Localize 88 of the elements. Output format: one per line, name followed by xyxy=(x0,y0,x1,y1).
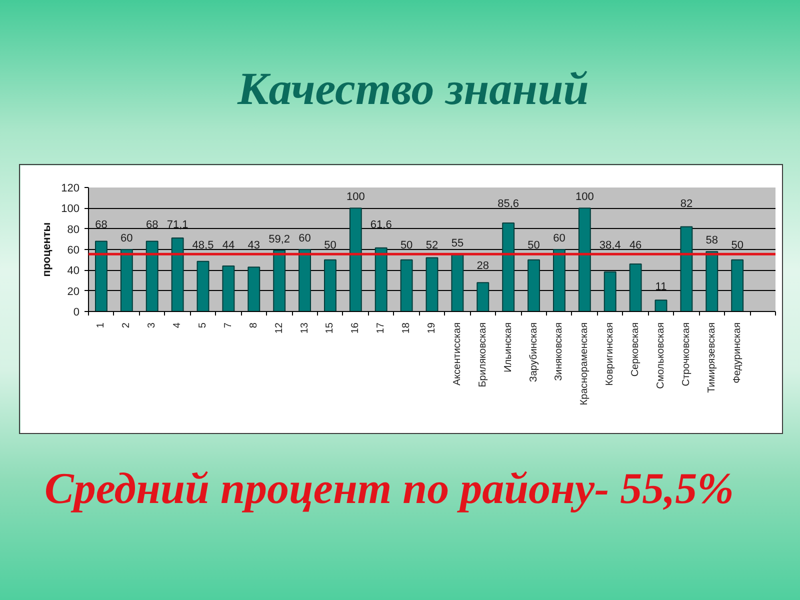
x-tick-label: Строчковская xyxy=(680,322,692,386)
x-tick-label: 1 xyxy=(96,322,107,328)
x-tick-label: 2 xyxy=(121,322,132,328)
x-tick-label: 12 xyxy=(274,322,285,334)
x-tick-label: 17 xyxy=(376,322,387,334)
data-label: 60 xyxy=(553,232,566,244)
data-label: 43 xyxy=(248,240,260,252)
x-tick-label: Федуринская xyxy=(732,322,743,384)
bar xyxy=(400,259,413,312)
x-tick-label: 7 xyxy=(222,322,234,328)
bar xyxy=(171,238,184,312)
bar xyxy=(222,266,235,312)
x-tick-label: 19 xyxy=(426,322,438,334)
bar xyxy=(349,208,362,312)
x-tick-label: 5 xyxy=(198,322,208,328)
y-tick-label: 100 xyxy=(61,203,80,216)
y-tick-label: 120 xyxy=(61,182,80,194)
data-label: 68 xyxy=(146,218,158,231)
data-label: 71,1 xyxy=(166,218,188,231)
x-tick-label: 15 xyxy=(324,322,336,334)
bar xyxy=(528,259,540,312)
data-label: 68 xyxy=(95,218,108,231)
data-label: 60 xyxy=(298,232,311,244)
x-tick-label: Аксентисская xyxy=(452,322,463,386)
data-label: 59,2 xyxy=(268,233,290,246)
bar xyxy=(273,250,286,312)
bar xyxy=(604,271,616,312)
bar xyxy=(324,259,336,312)
x-tick-label: Зарубинская xyxy=(528,322,540,382)
data-label: 50 xyxy=(324,240,336,252)
y-axis-title: проценты xyxy=(41,222,54,277)
chart-title: Качество знаний xyxy=(236,63,589,114)
x-tick-label: Ильинская xyxy=(502,322,514,372)
bar xyxy=(146,240,158,312)
bar xyxy=(94,240,108,312)
text: Средний процент по району- 55,5% xyxy=(44,464,734,513)
bar xyxy=(248,266,260,312)
y-tick-label: 0 xyxy=(73,306,80,318)
x-tick-label: 3 xyxy=(146,322,158,328)
data-label: 44 xyxy=(222,240,235,252)
bar xyxy=(451,254,464,312)
x-tick-label: 18 xyxy=(401,322,412,334)
x-tick-label: Смольковская xyxy=(656,322,666,389)
bar xyxy=(476,282,490,312)
bar xyxy=(731,259,744,312)
data-label: 100 xyxy=(575,191,594,204)
bar xyxy=(578,208,591,312)
data-label: 58 xyxy=(706,234,718,247)
data-label: 52 xyxy=(426,240,438,252)
bar xyxy=(196,260,210,312)
data-label: 28 xyxy=(476,260,490,272)
x-tick-label: 4 xyxy=(172,322,184,328)
y-tick-label: 20 xyxy=(67,286,80,298)
x-tick-label: Серковская xyxy=(630,322,642,377)
data-label: 50 xyxy=(731,240,744,252)
x-tick-label: 16 xyxy=(350,322,362,334)
data-label: 82 xyxy=(680,198,693,210)
bar xyxy=(629,263,642,312)
x-tick-label: Тимирязевская xyxy=(706,322,718,393)
bar xyxy=(654,300,668,312)
bar xyxy=(680,226,693,312)
bar xyxy=(120,249,133,312)
x-tick-label: Ковригинская xyxy=(604,322,616,386)
data-label: 38,4 xyxy=(599,240,621,252)
x-tick-label: Бриляковская xyxy=(477,322,488,388)
bar xyxy=(502,222,515,312)
bar xyxy=(706,251,718,312)
bar xyxy=(426,257,438,312)
x-tick-label: 8 xyxy=(248,322,260,328)
x-tick-label: Краснораменская xyxy=(579,322,590,406)
data-label: 61,6 xyxy=(370,218,392,231)
data-label: 48,5 xyxy=(192,240,214,252)
bar xyxy=(552,249,566,312)
data-label: 50 xyxy=(528,240,540,252)
y-tick-label: 60 xyxy=(67,244,80,256)
data-label: 60 xyxy=(120,232,133,244)
x-tick-label: Зиняковская xyxy=(554,322,565,381)
bar xyxy=(374,247,388,312)
y-tick-label: 40 xyxy=(67,265,80,278)
bar xyxy=(298,249,312,312)
data-label: 11 xyxy=(655,280,667,293)
x-tick-label: 13 xyxy=(299,322,310,334)
data-label: 55 xyxy=(451,238,464,250)
data-label: 85,6 xyxy=(498,198,520,210)
data-label: 100 xyxy=(346,191,365,204)
y-tick-label: 80 xyxy=(67,224,80,236)
data-label: 50 xyxy=(400,240,413,252)
data-label: 46 xyxy=(629,240,642,252)
